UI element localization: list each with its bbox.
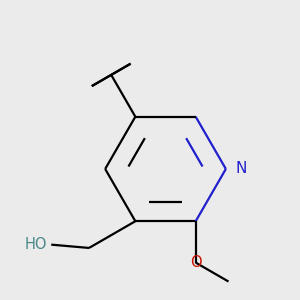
Text: HO: HO [25,237,47,252]
Text: O: O [190,255,202,270]
Text: N: N [236,161,247,176]
